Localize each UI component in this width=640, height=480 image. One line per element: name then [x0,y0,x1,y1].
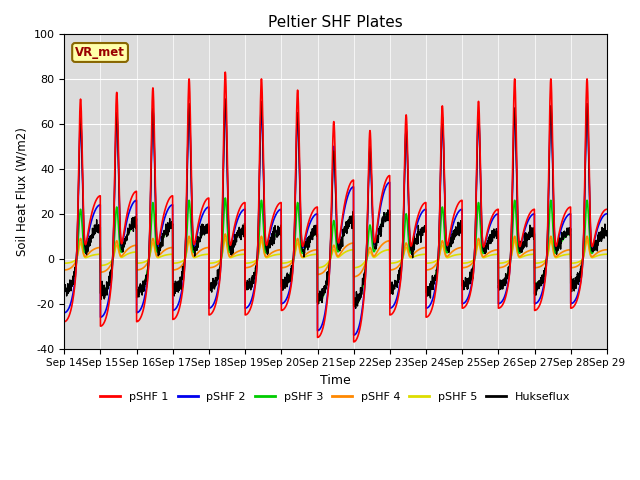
pSHF 5 [534,260,542,266]
pSHF 4 [269,250,276,255]
pSHF 4 [154,253,162,259]
pSHF 3 [221,195,229,201]
pSHF 2 [534,299,542,304]
pSHF 4 [221,231,229,237]
pSHF 3 [122,236,130,241]
Line: Hukseflux: Hukseflux [64,99,607,308]
Hukseflux [603,229,611,235]
pSHF 5 [154,255,162,261]
pSHF 4 [60,267,68,273]
pSHF 4 [122,248,130,253]
pSHF 5 [122,252,130,258]
Legend: pSHF 1, pSHF 2, pSHF 3, pSHF 4, pSHF 5, Hukseflux: pSHF 1, pSHF 2, pSHF 3, pSHF 4, pSHF 5, … [96,387,575,406]
Y-axis label: Soil Heat Flux (W/m2): Soil Heat Flux (W/m2) [15,127,28,256]
Text: VR_met: VR_met [75,46,125,59]
pSHF 4 [593,251,600,256]
pSHF 1 [122,216,130,222]
pSHF 4 [534,264,542,270]
Hukseflux [269,242,276,248]
pSHF 3 [292,219,300,225]
pSHF 2 [122,221,130,227]
pSHF 5 [314,265,321,271]
pSHF 1 [593,227,600,232]
pSHF 3 [603,231,611,237]
pSHF 5 [292,245,300,251]
pSHF 5 [60,260,68,266]
pSHF 1 [60,319,68,324]
pSHF 2 [593,229,600,235]
pSHF 4 [350,274,358,279]
pSHF 2 [269,221,276,227]
pSHF 1 [292,145,300,151]
pSHF 1 [603,206,611,212]
pSHF 5 [603,252,611,257]
Line: pSHF 4: pSHF 4 [64,234,607,276]
pSHF 5 [593,253,600,259]
pSHF 2 [154,243,162,249]
pSHF 3 [60,288,68,293]
pSHF 5 [221,236,229,241]
pSHF 1 [154,241,162,247]
pSHF 2 [350,332,358,338]
pSHF 3 [593,241,600,247]
pSHF 3 [350,303,358,309]
Line: pSHF 1: pSHF 1 [64,72,607,342]
Hukseflux [292,159,300,165]
pSHF 1 [534,305,542,311]
pSHF 2 [292,160,300,166]
pSHF 2 [60,310,68,315]
Title: Peltier SHF Plates: Peltier SHF Plates [268,15,403,30]
pSHF 2 [603,211,611,216]
pSHF 1 [269,216,276,222]
pSHF 3 [269,237,276,242]
pSHF 4 [292,242,300,248]
Hukseflux [60,286,68,291]
Line: pSHF 2: pSHF 2 [64,99,607,335]
Hukseflux [352,305,360,311]
pSHF 4 [603,247,611,252]
X-axis label: Time: Time [320,374,351,387]
Hukseflux [154,253,162,259]
pSHF 2 [221,96,229,102]
pSHF 1 [350,339,358,345]
Hukseflux [593,238,600,243]
pSHF 5 [269,252,276,258]
Line: pSHF 5: pSHF 5 [64,239,607,268]
Line: pSHF 3: pSHF 3 [64,198,607,306]
pSHF 3 [154,249,162,254]
pSHF 1 [221,69,229,75]
Hukseflux [534,279,542,285]
Hukseflux [122,234,130,240]
pSHF 3 [534,279,542,285]
Hukseflux [221,96,229,102]
